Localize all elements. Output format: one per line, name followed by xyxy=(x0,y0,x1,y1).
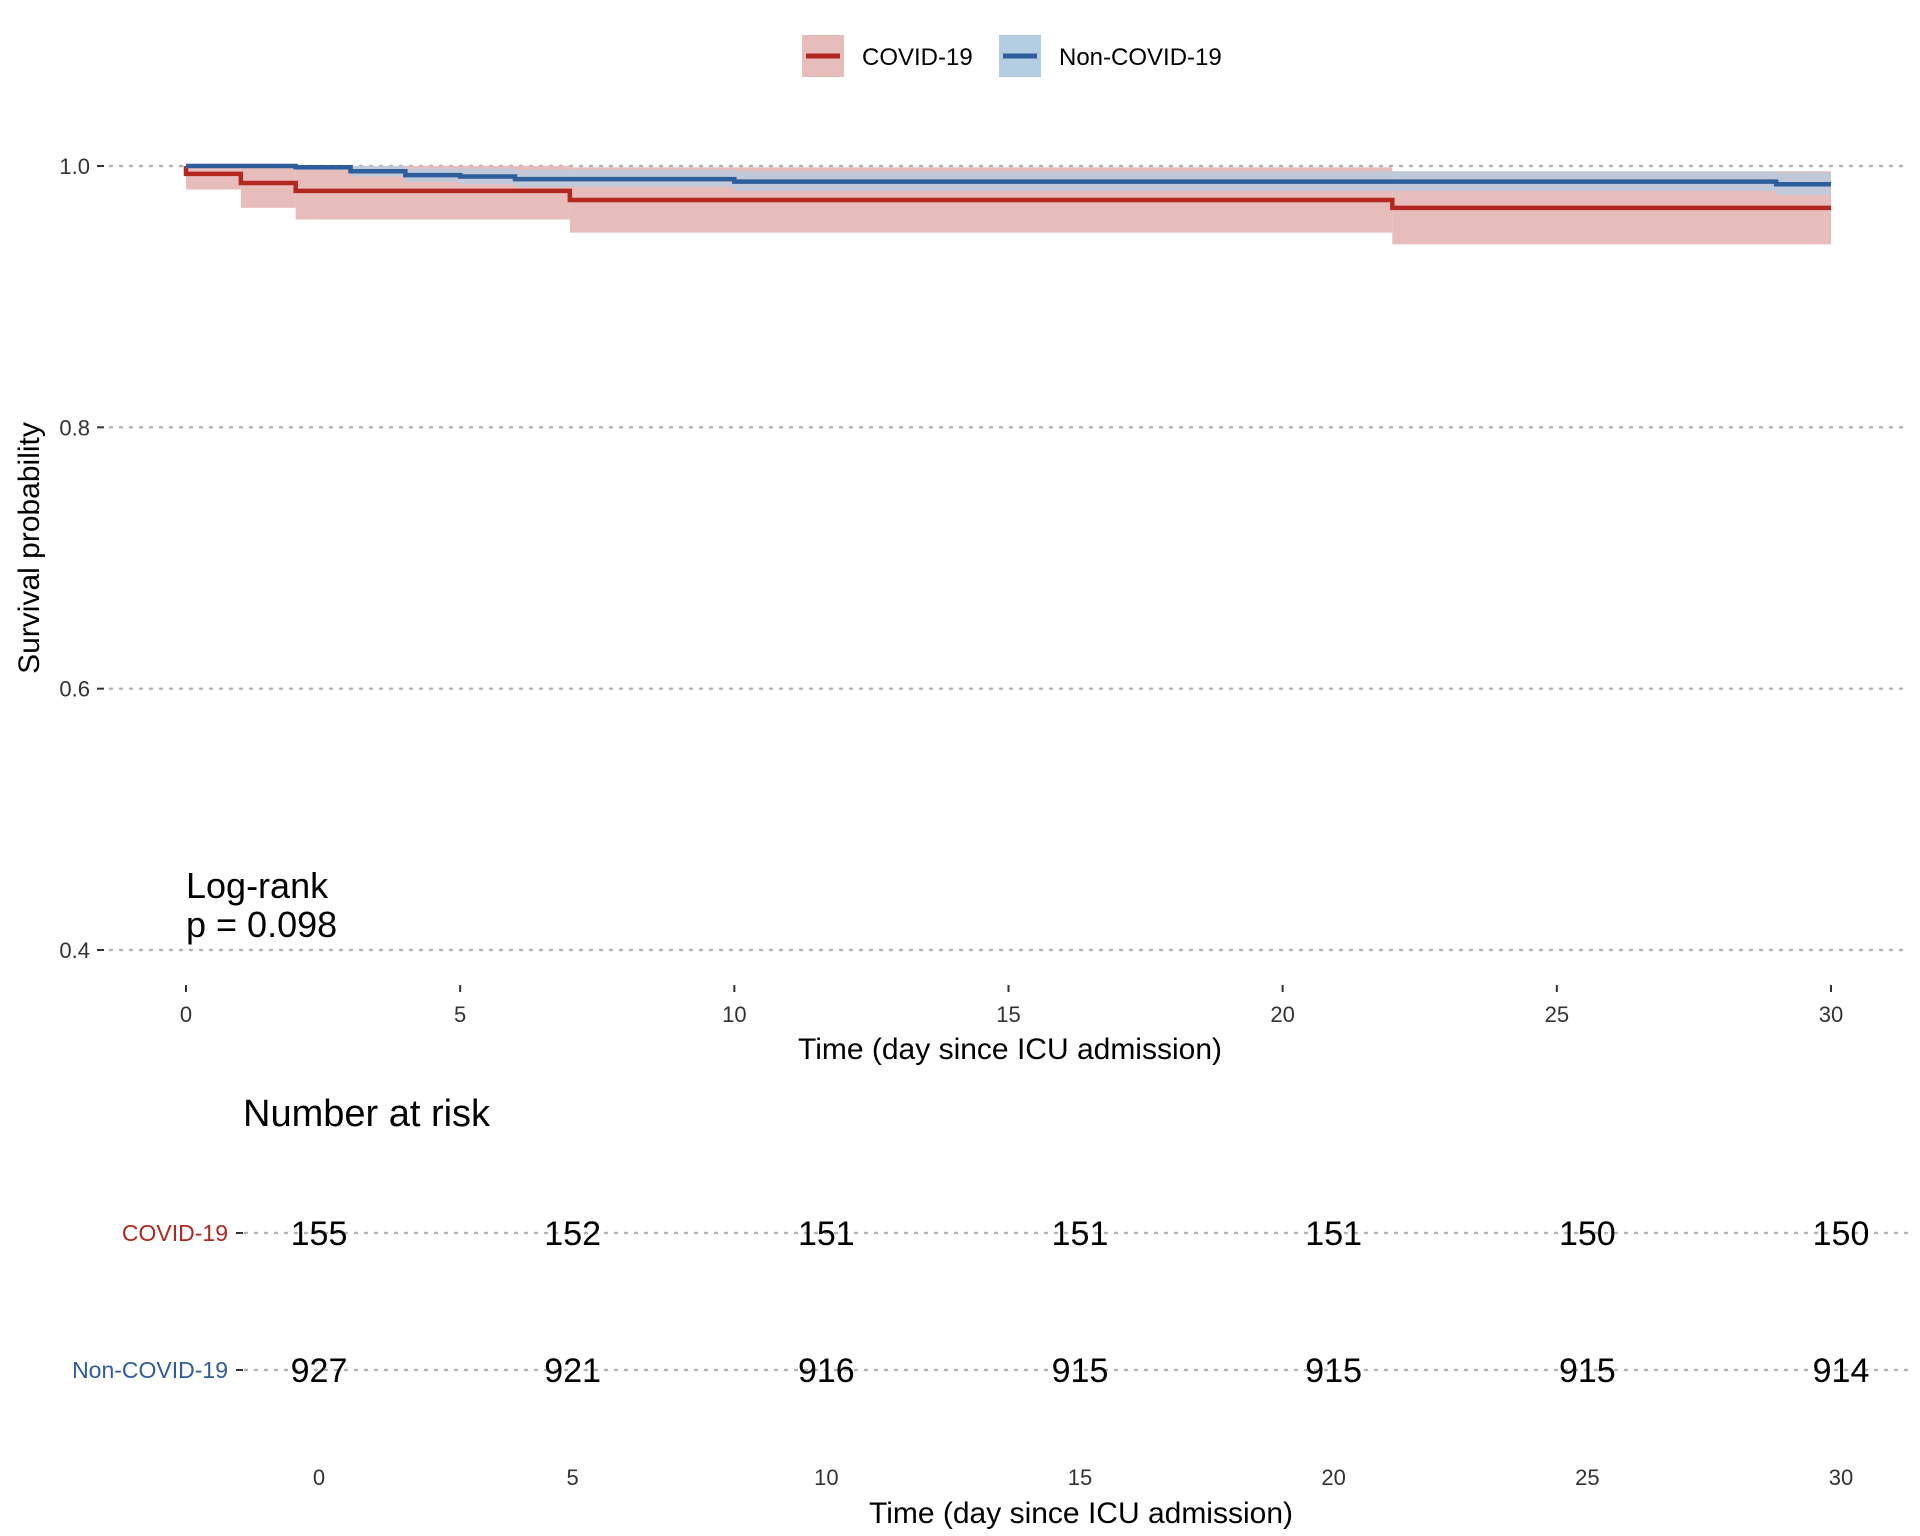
survival-curves xyxy=(183,163,1831,211)
risk-row-label-noncovid: Non-COVID-19 xyxy=(72,1357,228,1383)
risk-value-covid: 151 xyxy=(1305,1215,1362,1253)
risk-table-x-ticks: 0 5 10 15 20 25 30 xyxy=(313,1465,1853,1490)
risk-x-tick-label: 25 xyxy=(1575,1465,1599,1490)
y-tick-label: 0.6 xyxy=(59,677,90,702)
risk-value-covid: 151 xyxy=(798,1215,855,1253)
risk-x-tick-label: 15 xyxy=(1068,1465,1092,1490)
risk-value-covid: 155 xyxy=(291,1215,348,1253)
risk-value-noncovid: 921 xyxy=(544,1352,601,1390)
risk-value-covid: 150 xyxy=(1813,1215,1870,1253)
risk-value-noncovid: 927 xyxy=(291,1352,348,1390)
risk-x-tick-label: 10 xyxy=(814,1465,838,1490)
logrank-p-value: p = 0.098 xyxy=(186,904,337,945)
y-tick-label: 1.0 xyxy=(59,154,90,179)
legend-label-noncovid: Non-COVID-19 xyxy=(1059,44,1222,71)
risk-table-x-axis-title: Time (day since ICU admission) xyxy=(869,1497,1293,1530)
y-tick-label: 0.8 xyxy=(59,415,90,440)
survival-curve-covid xyxy=(183,166,1831,211)
risk-x-tick-label: 0 xyxy=(313,1465,325,1490)
x-tick-label: 20 xyxy=(1270,1002,1294,1027)
risk-table-rows: COVID-19 155 152 151 151 151 150 150 Non-COVID-1… xyxy=(72,1215,1869,1390)
risk-table-gridlines xyxy=(236,1231,1912,1372)
risk-x-tick-label: 5 xyxy=(567,1465,579,1490)
x-tick-label: 25 xyxy=(1545,1002,1569,1027)
risk-x-tick-label: 30 xyxy=(1829,1465,1853,1490)
ci-band-covid xyxy=(186,166,241,190)
risk-row-label-covid: COVID-19 xyxy=(122,1220,228,1246)
risk-table-title: Number at risk xyxy=(243,1093,491,1135)
x-tick-label: 30 xyxy=(1819,1002,1843,1027)
legend: COVID-19 Non-COVID-19 xyxy=(802,35,1222,77)
y-axis-title: Survival probability xyxy=(13,422,46,674)
x-tick-label: 5 xyxy=(454,1002,466,1027)
x-tick-label: 10 xyxy=(722,1002,746,1027)
risk-value-noncovid: 915 xyxy=(1052,1352,1109,1390)
y-gridlines xyxy=(108,164,1912,952)
risk-x-tick-label: 20 xyxy=(1321,1465,1345,1490)
logrank-label: Log-rank xyxy=(186,865,329,906)
x-axis-title: Time (day since ICU admission) xyxy=(798,1033,1222,1066)
legend-item-covid: COVID-19 xyxy=(802,35,973,77)
legend-label-covid: COVID-19 xyxy=(862,44,973,71)
survival-curve-noncovid xyxy=(186,163,1831,187)
y-axis-ticks: 0.4 0.6 0.8 1.0 xyxy=(59,154,104,963)
risk-value-noncovid: 915 xyxy=(1305,1352,1362,1390)
x-axis-ticks: 0 5 10 15 20 25 30 xyxy=(180,985,1843,1027)
risk-value-covid: 152 xyxy=(544,1215,601,1253)
risk-value-noncovid: 915 xyxy=(1559,1352,1616,1390)
x-tick-label: 15 xyxy=(996,1002,1020,1027)
confidence-bands xyxy=(186,166,1831,245)
y-tick-label: 0.4 xyxy=(59,938,90,963)
risk-value-noncovid: 916 xyxy=(798,1352,855,1390)
risk-value-covid: 150 xyxy=(1559,1215,1616,1253)
legend-item-noncovid: Non-COVID-19 xyxy=(999,35,1222,77)
ci-band-covid xyxy=(240,166,296,208)
risk-value-covid: 151 xyxy=(1052,1215,1109,1253)
x-tick-label: 0 xyxy=(180,1002,192,1027)
risk-value-noncovid: 914 xyxy=(1813,1352,1870,1390)
